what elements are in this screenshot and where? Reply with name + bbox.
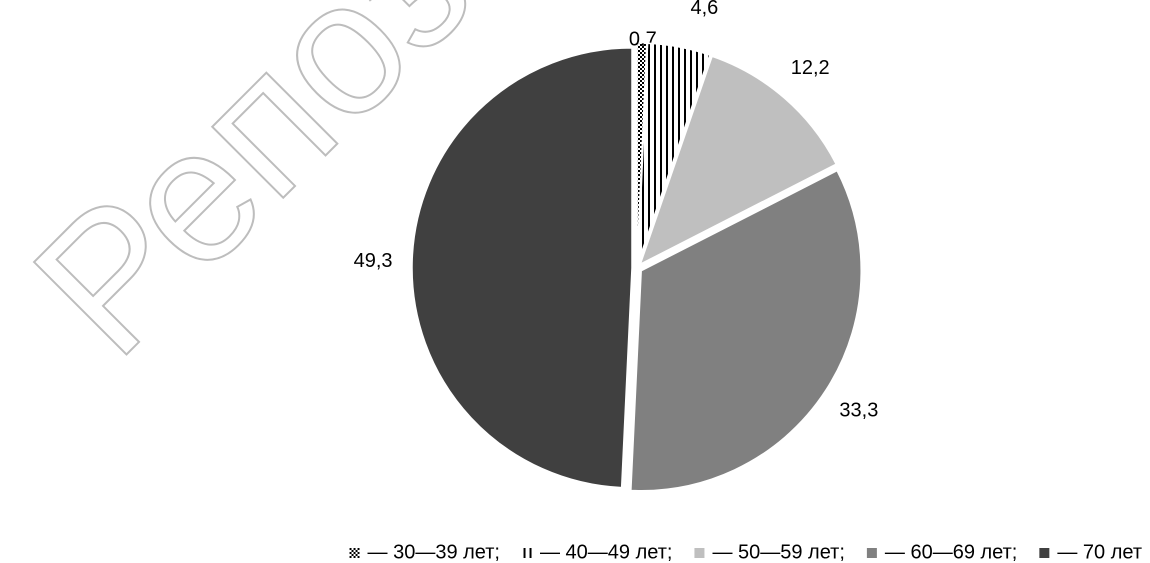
data-label: 33,3 — [839, 399, 878, 421]
pie-slice — [411, 47, 633, 489]
legend-swatch — [866, 548, 877, 558]
legend-label: — 50—59 лет; — [712, 541, 844, 563]
legend: — 30—39 лет; — 40—49 лет; — 50—59 лет; — 60… — [349, 541, 1142, 563]
legend-swatch — [694, 548, 705, 558]
pie-slice — [636, 42, 648, 264]
data-label: 12,2 — [791, 57, 830, 79]
legend-swatch — [521, 548, 532, 558]
legend-swatch — [1039, 548, 1050, 558]
legend-label: — 60—69 лет; — [885, 541, 1017, 563]
data-label: 49,3 — [354, 250, 393, 272]
legend-swatch — [349, 548, 360, 558]
pie-slice — [630, 169, 862, 492]
data-label: 4,6 — [691, 0, 719, 19]
legend-label: — 30—39 лет; — [368, 541, 500, 563]
pie-slice — [637, 42, 711, 264]
legend-label: — 70 лет — [1057, 541, 1142, 563]
legend-label: — 40—49 лет; — [540, 541, 672, 563]
pie-slice — [638, 55, 838, 266]
